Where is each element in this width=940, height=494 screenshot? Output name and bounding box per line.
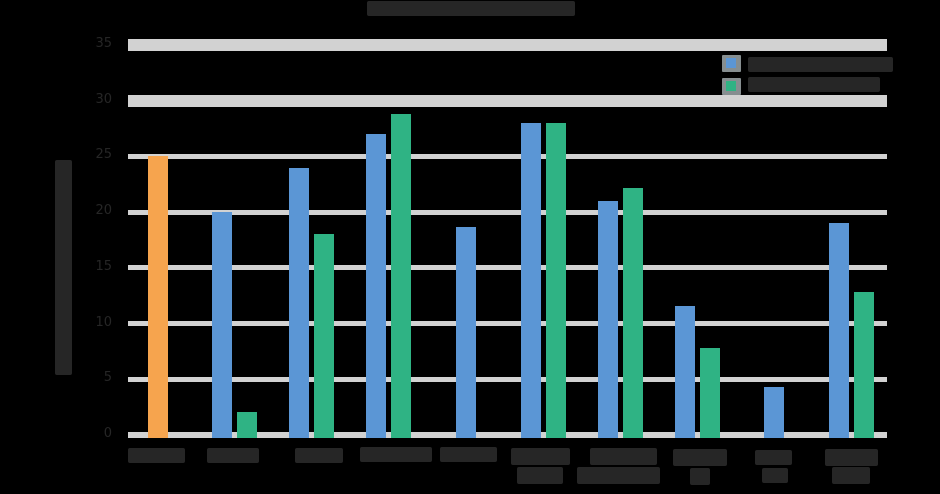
gridline <box>128 94 887 107</box>
blue-series-bar <box>212 212 233 438</box>
gridline <box>128 153 887 159</box>
blue-series-bar <box>289 167 310 438</box>
x-tick-label-blob <box>762 468 788 483</box>
y-tick-label: 0 <box>103 426 112 441</box>
x-tick-label-blob <box>825 449 878 466</box>
blue-series-bar <box>674 305 695 438</box>
y-tick-label: 20 <box>95 203 112 219</box>
y-tick-label: 35 <box>95 35 112 51</box>
green-series-bar <box>391 114 412 438</box>
y-axis-label-blob <box>55 160 72 375</box>
gridline <box>128 209 887 215</box>
y-tick-label: 15 <box>95 258 112 274</box>
x-tick-label-blob <box>577 467 660 484</box>
x-tick-label-blob <box>128 448 185 463</box>
chart-title-blob <box>367 1 575 16</box>
y-tick-label: 30 <box>95 91 112 107</box>
green-series-bar <box>853 292 874 438</box>
y-tick-label: 25 <box>95 147 112 163</box>
x-tick-label-blob <box>690 468 710 485</box>
x-tick-label-blob <box>755 450 792 465</box>
legend-label-blob <box>748 77 880 92</box>
x-tick-label-blob <box>517 467 563 484</box>
blue-series-bar <box>828 223 849 438</box>
legend-swatch-blue <box>726 58 736 68</box>
blue-series-bar <box>764 387 785 438</box>
green-series-bar <box>545 122 566 438</box>
blue-series-bar <box>597 200 618 438</box>
x-tick-label-blob <box>295 448 343 463</box>
x-tick-label-blob <box>440 447 497 462</box>
blue-series-bar <box>520 122 541 438</box>
x-tick-label-blob <box>590 448 657 465</box>
green-series-bar <box>314 234 335 438</box>
y-tick-label: 5 <box>103 370 112 386</box>
gridline <box>128 321 887 327</box>
y-tick-label: 10 <box>95 314 112 330</box>
gridline <box>128 376 887 382</box>
blue-series-bar <box>366 134 387 438</box>
green-series-bar <box>699 348 720 438</box>
x-axis-line <box>128 432 887 438</box>
gridline <box>128 38 887 51</box>
green-series-bar <box>237 411 258 438</box>
highlight-bar <box>147 156 168 438</box>
green-series-bar <box>622 187 643 438</box>
x-tick-label-blob <box>511 448 570 465</box>
x-tick-label-blob <box>360 447 432 462</box>
legend-label-blob <box>748 57 893 72</box>
x-tick-label-blob <box>832 467 870 484</box>
blue-series-bar <box>455 226 476 438</box>
x-tick-label-blob <box>207 448 259 463</box>
gridline <box>128 265 887 271</box>
x-tick-label-blob <box>673 449 727 466</box>
legend-swatch-green <box>726 81 736 91</box>
